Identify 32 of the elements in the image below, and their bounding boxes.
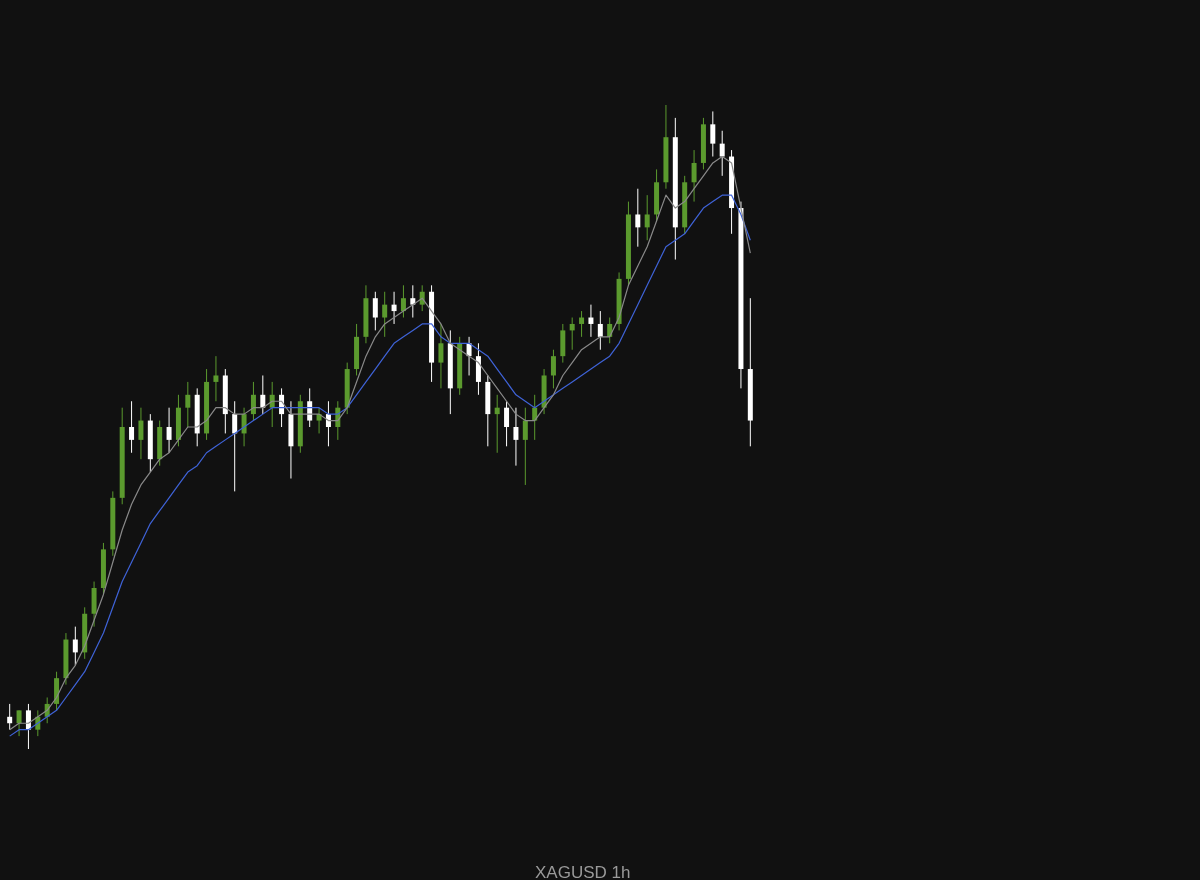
candlestick (250, 381, 256, 422)
candlestick (260, 374, 266, 415)
candlestick (644, 194, 650, 241)
candlestick (232, 400, 238, 492)
candlestick (72, 626, 78, 666)
candlestick (710, 110, 716, 158)
candlestick (410, 284, 416, 319)
candlestick (438, 323, 444, 389)
candlestick (138, 407, 144, 460)
candlestick (635, 188, 641, 248)
candlestick (185, 381, 191, 428)
candlestick (7, 703, 13, 731)
candlestick (550, 349, 556, 389)
candlestick (166, 407, 172, 454)
candlestick (691, 149, 697, 203)
text: XAGUSD 1h (535, 862, 631, 880)
candlestick (213, 355, 219, 402)
candlestick (588, 304, 594, 338)
candlestick (391, 291, 397, 325)
candlestick (569, 317, 575, 351)
candlestick (719, 130, 725, 177)
candlestick (494, 394, 500, 454)
candlestick (513, 407, 519, 467)
candlestick (372, 291, 378, 331)
candlestick (129, 400, 135, 454)
candlestick (382, 291, 388, 338)
candlestick (522, 407, 528, 486)
candlestick (579, 310, 585, 338)
candlestick (400, 284, 406, 319)
candlestick (597, 310, 603, 351)
candlestick (504, 400, 510, 447)
candlestick (16, 709, 22, 737)
